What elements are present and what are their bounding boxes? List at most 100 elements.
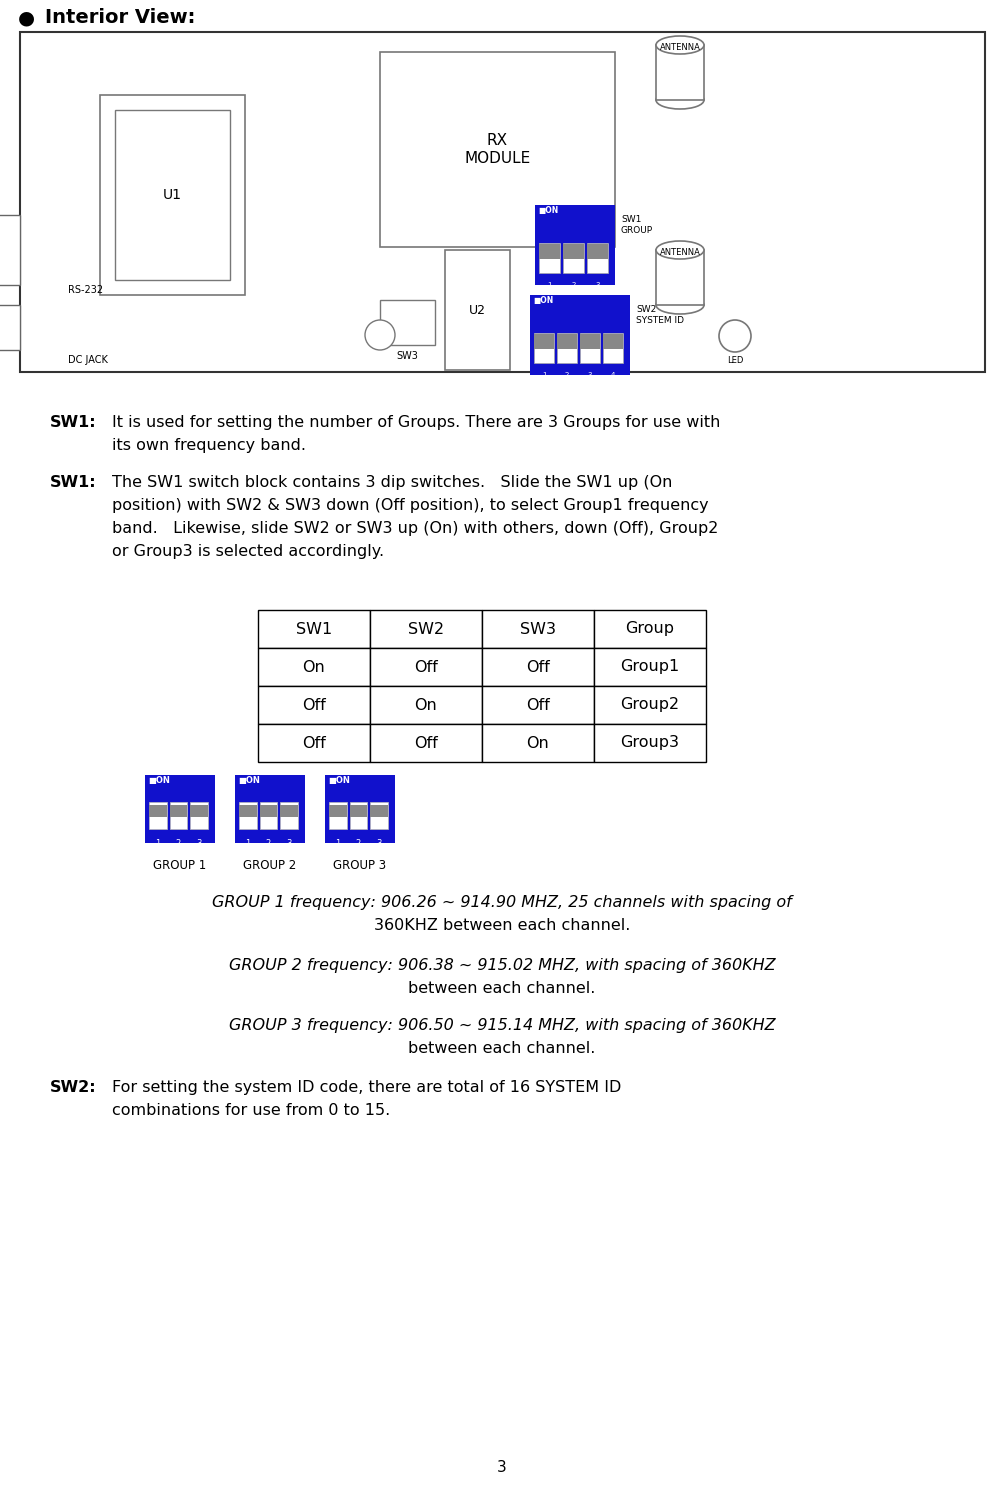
Bar bbox=[260, 802, 277, 829]
Text: Off: Off bbox=[413, 735, 437, 750]
Text: or Group3 is selected accordingly.: or Group3 is selected accordingly. bbox=[112, 544, 384, 559]
Bar bbox=[587, 245, 608, 258]
Bar bbox=[655, 250, 703, 306]
Bar bbox=[379, 300, 434, 344]
Text: Off: Off bbox=[302, 735, 326, 750]
Text: SW2: SW2 bbox=[407, 622, 443, 637]
Text: ■ON: ■ON bbox=[238, 775, 260, 784]
Text: ANTENNA: ANTENNA bbox=[659, 43, 700, 52]
Text: SW1: SW1 bbox=[296, 622, 332, 637]
Text: GROUP 3 frequency: 906.50 ~ 915.14 MHZ, with spacing of 360KHZ: GROUP 3 frequency: 906.50 ~ 915.14 MHZ, … bbox=[229, 1018, 774, 1033]
Text: its own frequency band.: its own frequency band. bbox=[112, 438, 306, 453]
Bar bbox=[280, 802, 298, 829]
Bar bbox=[580, 332, 600, 362]
Text: 2: 2 bbox=[565, 371, 569, 379]
Bar bbox=[587, 243, 608, 273]
Text: band.   Likewise, slide SW2 or SW3 up (On) with others, down (Off), Group2: band. Likewise, slide SW2 or SW3 up (On)… bbox=[112, 520, 718, 535]
Bar bbox=[655, 45, 703, 100]
Text: 3: 3 bbox=[595, 282, 599, 288]
Bar bbox=[444, 250, 510, 370]
Text: between each channel.: between each channel. bbox=[408, 981, 595, 996]
Bar bbox=[481, 725, 594, 762]
Text: Group2: Group2 bbox=[620, 698, 679, 713]
Bar bbox=[148, 805, 166, 817]
Text: Off: Off bbox=[413, 659, 437, 674]
Text: 2: 2 bbox=[176, 839, 181, 848]
Text: SW1:: SW1: bbox=[50, 414, 96, 429]
Bar bbox=[170, 805, 188, 817]
Text: ■ON: ■ON bbox=[533, 297, 553, 306]
Bar bbox=[239, 802, 257, 829]
Bar bbox=[655, 45, 703, 100]
Text: 2: 2 bbox=[355, 839, 361, 848]
Bar bbox=[239, 805, 257, 817]
Text: 1: 1 bbox=[155, 839, 160, 848]
Bar bbox=[20, 31, 984, 371]
Bar bbox=[370, 686, 481, 725]
Text: 1: 1 bbox=[335, 839, 340, 848]
Text: GROUP 1 frequency: 906.26 ~ 914.90 MHZ, 25 channels with spacing of: GROUP 1 frequency: 906.26 ~ 914.90 MHZ, … bbox=[212, 895, 791, 910]
Text: Interior View:: Interior View: bbox=[45, 7, 196, 27]
Text: Off: Off bbox=[526, 659, 550, 674]
Text: 1: 1 bbox=[547, 282, 552, 288]
Text: Group3: Group3 bbox=[620, 735, 679, 750]
Text: 360KHZ between each channel.: 360KHZ between each channel. bbox=[373, 918, 630, 933]
Ellipse shape bbox=[655, 242, 703, 259]
Bar bbox=[563, 243, 584, 273]
Text: Off: Off bbox=[302, 698, 326, 713]
Bar bbox=[594, 610, 705, 649]
Text: 3: 3 bbox=[286, 839, 292, 848]
Bar bbox=[325, 775, 394, 842]
Bar bbox=[258, 610, 370, 649]
Text: ■ON: ■ON bbox=[538, 206, 558, 215]
Text: SW3: SW3 bbox=[520, 622, 556, 637]
Text: 3: 3 bbox=[587, 371, 592, 379]
Bar bbox=[594, 649, 705, 686]
Bar bbox=[580, 334, 600, 349]
Bar bbox=[144, 775, 215, 842]
Bar bbox=[260, 805, 277, 817]
Text: GROUP 1: GROUP 1 bbox=[153, 859, 207, 872]
Text: 3: 3 bbox=[496, 1460, 507, 1475]
Bar bbox=[349, 805, 367, 817]
Text: RX
MODULE: RX MODULE bbox=[464, 133, 531, 166]
Bar bbox=[370, 610, 481, 649]
Bar bbox=[329, 805, 346, 817]
Text: LED: LED bbox=[726, 356, 742, 365]
Bar bbox=[100, 95, 245, 295]
Bar bbox=[534, 332, 554, 362]
Text: ■ON: ■ON bbox=[328, 775, 349, 784]
Bar bbox=[258, 686, 370, 725]
Bar bbox=[191, 802, 208, 829]
Text: ANTENNA: ANTENNA bbox=[659, 248, 700, 256]
Bar bbox=[557, 332, 577, 362]
Bar bbox=[594, 686, 705, 725]
Text: For setting the system ID code, there are total of 16 SYSTEM ID: For setting the system ID code, there ar… bbox=[112, 1079, 621, 1094]
Text: position) with SW2 & SW3 down (Off position), to select Group1 frequency: position) with SW2 & SW3 down (Off posit… bbox=[112, 498, 708, 513]
Text: Group: Group bbox=[625, 622, 674, 637]
Text: On: On bbox=[302, 659, 325, 674]
Bar bbox=[603, 334, 623, 349]
Text: GROUP 3: GROUP 3 bbox=[333, 859, 386, 872]
Bar bbox=[370, 649, 481, 686]
Text: SW1:: SW1: bbox=[50, 476, 96, 491]
Bar bbox=[535, 204, 615, 285]
Circle shape bbox=[718, 321, 750, 352]
Bar bbox=[534, 334, 554, 349]
Text: 4: 4 bbox=[610, 371, 615, 379]
Text: U2: U2 bbox=[468, 304, 485, 316]
Text: ■ON: ■ON bbox=[147, 775, 170, 784]
Text: 3: 3 bbox=[197, 839, 202, 848]
Text: The SW1 switch block contains 3 dip switches.   Slide the SW1 up (On: The SW1 switch block contains 3 dip swit… bbox=[112, 476, 672, 491]
Text: GROUP 2 frequency: 906.38 ~ 915.02 MHZ, with spacing of 360KHZ: GROUP 2 frequency: 906.38 ~ 915.02 MHZ, … bbox=[229, 959, 774, 974]
Bar bbox=[481, 686, 594, 725]
Bar bbox=[280, 805, 298, 817]
Text: ●: ● bbox=[18, 7, 35, 27]
Text: On: On bbox=[527, 735, 549, 750]
Bar bbox=[594, 725, 705, 762]
Bar bbox=[370, 802, 387, 829]
Text: combinations for use from 0 to 15.: combinations for use from 0 to 15. bbox=[112, 1103, 390, 1118]
Text: 1: 1 bbox=[542, 371, 546, 379]
Text: Group1: Group1 bbox=[620, 659, 679, 674]
Bar bbox=[115, 110, 230, 280]
